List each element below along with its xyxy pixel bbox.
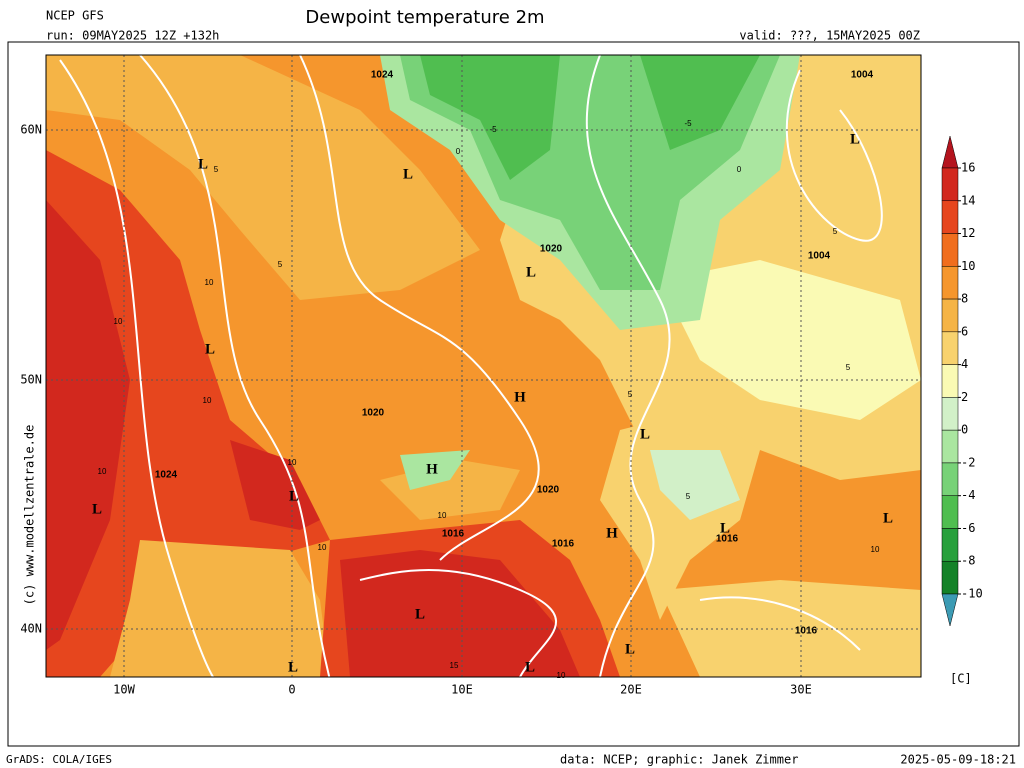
pressure-center: L: [850, 131, 860, 147]
dewpoint-label: -5: [489, 125, 497, 134]
lat-label: 60N: [20, 123, 42, 137]
colorbar-segment: [941, 200, 959, 234]
colorbar-segment: [941, 167, 959, 202]
colorbar-segment: [941, 462, 959, 496]
isobar-label: 1004: [808, 251, 831, 262]
dewpoint-label: 5: [278, 260, 283, 269]
dewpoint-label: 10: [288, 458, 297, 467]
colorbar-segment: [941, 528, 959, 562]
map-field: [45, 54, 922, 678]
dewpoint-label: 10: [438, 511, 447, 520]
colorbar-tick-label: 2: [961, 390, 968, 404]
pressure-center: H: [514, 389, 526, 405]
colorbar-tick-label: 6: [961, 324, 968, 338]
model-name: NCEP GFS: [46, 9, 104, 23]
colorbar-segment: [941, 429, 959, 464]
dewpoint-label: 0: [737, 165, 742, 174]
colorbar-tick-label: -2: [961, 455, 975, 469]
pressure-center: L: [198, 156, 208, 172]
map-title: Dewpoint temperature 2m: [305, 7, 544, 28]
colorbar-tick-label: -8: [961, 554, 975, 568]
pressure-center: L: [205, 341, 215, 357]
pressure-center: L: [403, 166, 413, 182]
isobar-label: 1004: [851, 70, 874, 81]
dewpoint-label: 5: [628, 390, 633, 399]
lon-label: 30E: [790, 683, 812, 697]
lat-label: 40N: [20, 622, 42, 636]
dewpoint-label: 10: [98, 467, 107, 476]
isobar-label: 1024: [371, 70, 394, 81]
timestamp: 2025-05-09-18:21: [900, 753, 1016, 767]
isobar-label: 1016: [442, 529, 465, 540]
pressure-center: L: [288, 659, 298, 675]
lon-label: 10E: [451, 683, 473, 697]
lon-label: 10W: [113, 683, 135, 697]
dewpoint-label: 5: [686, 492, 691, 501]
colorbar-segment: [941, 495, 959, 529]
pressure-center: L: [883, 510, 893, 526]
colorbar-segment: [941, 364, 959, 398]
colorbar-segment: [941, 560, 959, 595]
dewpoint-label: 5: [214, 165, 219, 174]
lon-label: 20E: [620, 683, 642, 697]
pressure-center: L: [92, 501, 102, 517]
lon-label: 0: [288, 683, 295, 697]
pressure-center: L: [289, 488, 299, 504]
dewpoint-label: 10: [557, 671, 566, 680]
colorbar-segment: [941, 331, 959, 365]
grads-credit: GrADS: COLA/IGES: [6, 753, 112, 766]
data-credit: data: NCEP; graphic: Janek Zimmer: [560, 753, 798, 767]
run-info: run: 09MAY2025 12Z +132h: [46, 29, 219, 43]
colorbar-tick-label: 4: [961, 357, 968, 371]
pressure-center: L: [640, 426, 650, 442]
dewpoint-label: 15: [450, 661, 459, 670]
pressure-center: L: [525, 659, 535, 675]
pressure-center: L: [720, 520, 730, 536]
colorbar-tick-label: 8: [961, 292, 968, 306]
isobar-label: 1020: [540, 244, 563, 255]
colorbar-tick-label: 14: [961, 193, 975, 207]
colorbar-tick-label: 0: [961, 423, 968, 437]
colorbar-unit: [C]: [950, 672, 972, 686]
dewpoint-label: 5: [846, 363, 851, 372]
colorbar-top: [941, 135, 959, 169]
colorbar-segment: [941, 397, 959, 431]
valid-info: valid: ???, 15MAY2025 00Z: [739, 29, 920, 43]
colorbar-segment: [941, 233, 959, 267]
dewpoint-label: 10: [871, 545, 880, 554]
dewpoint-label: -5: [684, 119, 692, 128]
isobar-label: 1024: [155, 470, 178, 481]
pressure-center: H: [426, 461, 438, 477]
dewpoint-label: 5: [833, 227, 838, 236]
dewpoint-label: 10: [203, 396, 212, 405]
dewpoint-label: 0: [456, 147, 461, 156]
pressure-center: L: [415, 606, 425, 622]
colorbar-tick-label: 10: [961, 259, 975, 273]
isobar-label: 1016: [716, 534, 739, 545]
watermark: (c) www.modellzentrale.de: [23, 425, 37, 606]
pressure-center: H: [606, 525, 618, 541]
dewpoint-label: 10: [318, 543, 327, 552]
frame: [7, 41, 1020, 747]
colorbar-tick-label: -6: [961, 521, 975, 535]
lat-label: 50N: [20, 373, 42, 387]
isobar-label: 1020: [362, 408, 385, 419]
colorbar-tick-label: -4: [961, 488, 975, 502]
isobar-label: 1020: [537, 485, 560, 496]
pressure-center: L: [526, 264, 536, 280]
colorbar-bottom: [941, 593, 959, 627]
isobar-label: 1016: [552, 539, 575, 550]
dewpoint-label: 10: [205, 278, 214, 287]
colorbar-tick-label: 16: [961, 161, 975, 175]
colorbar-segment: [941, 298, 959, 333]
isobar-label: 1016: [795, 626, 818, 637]
pressure-center: L: [625, 641, 635, 657]
colorbar-tick-label: -10: [961, 587, 983, 601]
colorbar-tick-label: 12: [961, 226, 975, 240]
dewpoint-label: 10: [114, 317, 123, 326]
colorbar-segment: [941, 266, 959, 300]
